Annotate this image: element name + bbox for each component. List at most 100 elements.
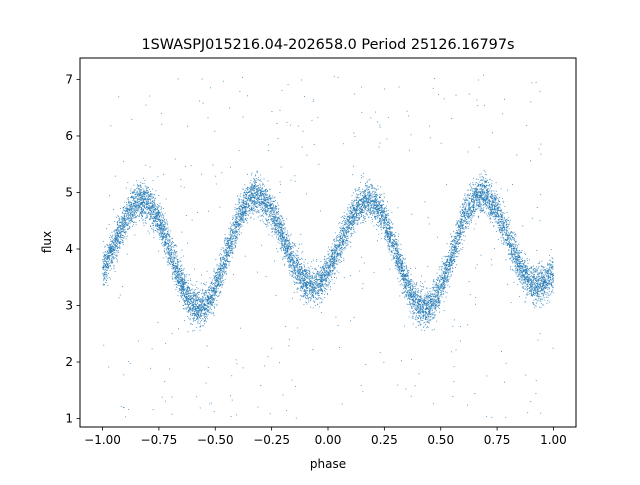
data-point [342,221,344,223]
data-point [124,221,126,223]
data-point [320,298,322,300]
data-point [387,117,389,118]
data-point [536,250,538,251]
data-point [354,223,356,224]
data-point [483,178,485,180]
data-point [215,284,216,286]
data-point [506,235,508,236]
data-point [186,291,188,293]
data-point [513,234,515,236]
data-point [334,277,335,278]
data-point [152,217,154,219]
data-point [152,229,154,230]
data-point [198,307,200,309]
data-point [483,198,485,200]
data-point [530,101,532,103]
data-point [180,257,182,259]
data-point [213,270,214,272]
data-point [333,262,335,263]
data-point [552,289,554,291]
data-point [210,294,212,296]
data-point [396,238,398,240]
data-point [146,200,148,202]
data-point [125,223,126,225]
data-point [356,201,358,203]
data-point [132,214,134,216]
data-point [359,211,361,213]
data-point [360,200,362,202]
data-point [444,262,446,264]
data-point [428,307,430,309]
data-point [516,283,518,285]
data-point [531,292,533,294]
data-point [145,200,147,202]
data-point [262,190,264,192]
data-point [350,246,352,248]
data-point [476,187,478,189]
data-point [209,308,211,310]
data-point [381,210,382,212]
data-point [148,194,150,195]
data-point [361,202,363,204]
data-point [209,302,211,304]
data-point [157,213,159,215]
data-point [172,261,173,263]
data-point [294,175,296,177]
data-point [160,233,162,235]
data-point [312,307,314,309]
data-point [533,278,535,280]
data-point [191,300,192,302]
data-point [144,213,146,214]
data-point [491,206,493,208]
data-point [173,257,175,259]
data-point [499,214,501,216]
data-point [402,267,404,269]
data-point [438,296,440,298]
data-point [107,244,109,246]
data-point [306,284,307,286]
data-point [500,227,501,229]
data-point [491,205,493,207]
data-point [261,188,263,190]
data-point [193,309,195,310]
data-point [364,217,366,219]
data-point [150,193,152,195]
data-point [437,303,439,305]
data-point [323,259,325,261]
data-point [421,289,423,291]
data-point [244,184,246,186]
data-point [201,302,203,304]
data-point [398,262,400,264]
data-point [444,263,446,265]
data-point [239,209,241,211]
data-point [542,304,544,306]
data-point [186,296,188,298]
data-point [501,233,503,235]
data-point [122,220,124,222]
data-point [139,184,141,186]
data-point [276,225,278,227]
data-point [221,286,223,288]
data-point [457,240,459,241]
data-point [226,250,228,252]
data-point [237,224,239,226]
data-point [135,196,137,198]
data-point [119,245,121,247]
data-point [290,265,292,266]
data-point [142,212,144,214]
data-point [165,242,166,244]
data-point [292,275,294,277]
data-point [234,233,236,235]
data-point [428,316,430,318]
data-point [404,279,406,280]
data-point [350,208,352,210]
data-point [389,240,390,241]
data-point [449,269,451,271]
data-point [458,229,460,231]
data-point [324,297,326,299]
data-point [251,199,253,201]
data-point [301,79,302,81]
data-point [500,220,502,222]
data-point [494,215,495,217]
data-point [145,164,147,166]
